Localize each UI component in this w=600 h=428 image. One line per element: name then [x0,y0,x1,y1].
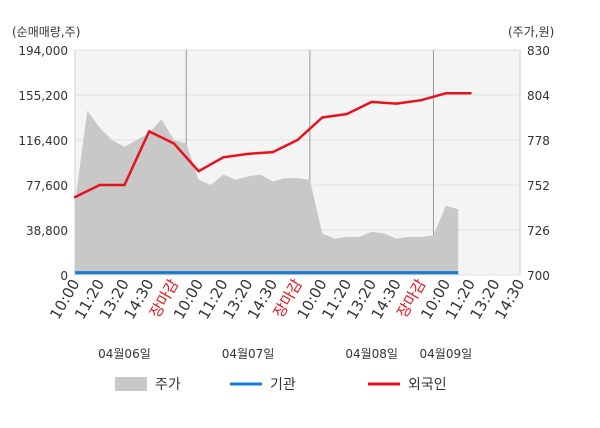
foreigner-point [197,169,200,173]
right-tick-labels: 830 804 778 752 726 700 [527,44,550,283]
right-tick-label: 830 [527,44,550,58]
day-label: 04월07일 [222,347,275,361]
x-tick-labels: 10:0011:2013:2014:30장마감10:0011:2013:2014… [46,276,528,323]
left-tick-label: 0 [60,269,68,283]
left-tick-label: 155,200 [18,89,68,103]
left-axis-title: (순매매량,주) [12,25,80,39]
day-label: 04월06일 [98,347,151,361]
foreigner-point [73,195,77,199]
legend-swatch-price [115,377,147,391]
foreigner-point [246,152,250,156]
left-tick-labels: 194,000 155,200 116,400 77,600 38,800 0 [18,44,68,283]
right-axis-title: (주가,원) [508,25,554,39]
foreigner-point [395,102,398,105]
right-tick-label: 804 [527,89,550,103]
right-tick-label: 778 [527,134,550,148]
day-label: 04월08일 [345,347,398,361]
foreigner-point [147,130,151,133]
legend-label-institution: 기관 [270,377,296,393]
foreigner-point [419,98,423,102]
legend: 주가 기관 외국인 [115,377,447,393]
foreigner-point [98,183,101,187]
foreigner-point [345,112,349,116]
price-area [75,110,459,275]
foreigner-point [222,156,225,159]
right-tick-label: 700 [527,269,550,283]
foreigner-point [123,183,126,187]
left-tick-label: 116,400 [18,134,68,148]
left-tick-label: 194,000 [18,44,68,58]
legend-label-foreigner: 외국인 [408,377,447,393]
foreigner-point [321,116,324,119]
day-labels: 04월06일 04월07일 04월08일 04월09일 [98,347,472,361]
legend-label-price: 주가 [155,377,181,393]
right-tick-label: 752 [527,179,550,193]
foreigner-point [172,142,176,145]
foreigner-point [444,92,448,95]
foreigner-point [370,100,373,104]
right-tick-label: 726 [527,224,550,238]
foreigner-point [271,150,274,154]
foreigner-point [296,138,299,142]
day-label: 04월09일 [420,347,473,361]
left-tick-label: 77,600 [26,179,68,193]
series-layer [73,92,472,275]
left-tick-label: 38,800 [26,224,68,238]
foreigner-point [469,92,472,95]
